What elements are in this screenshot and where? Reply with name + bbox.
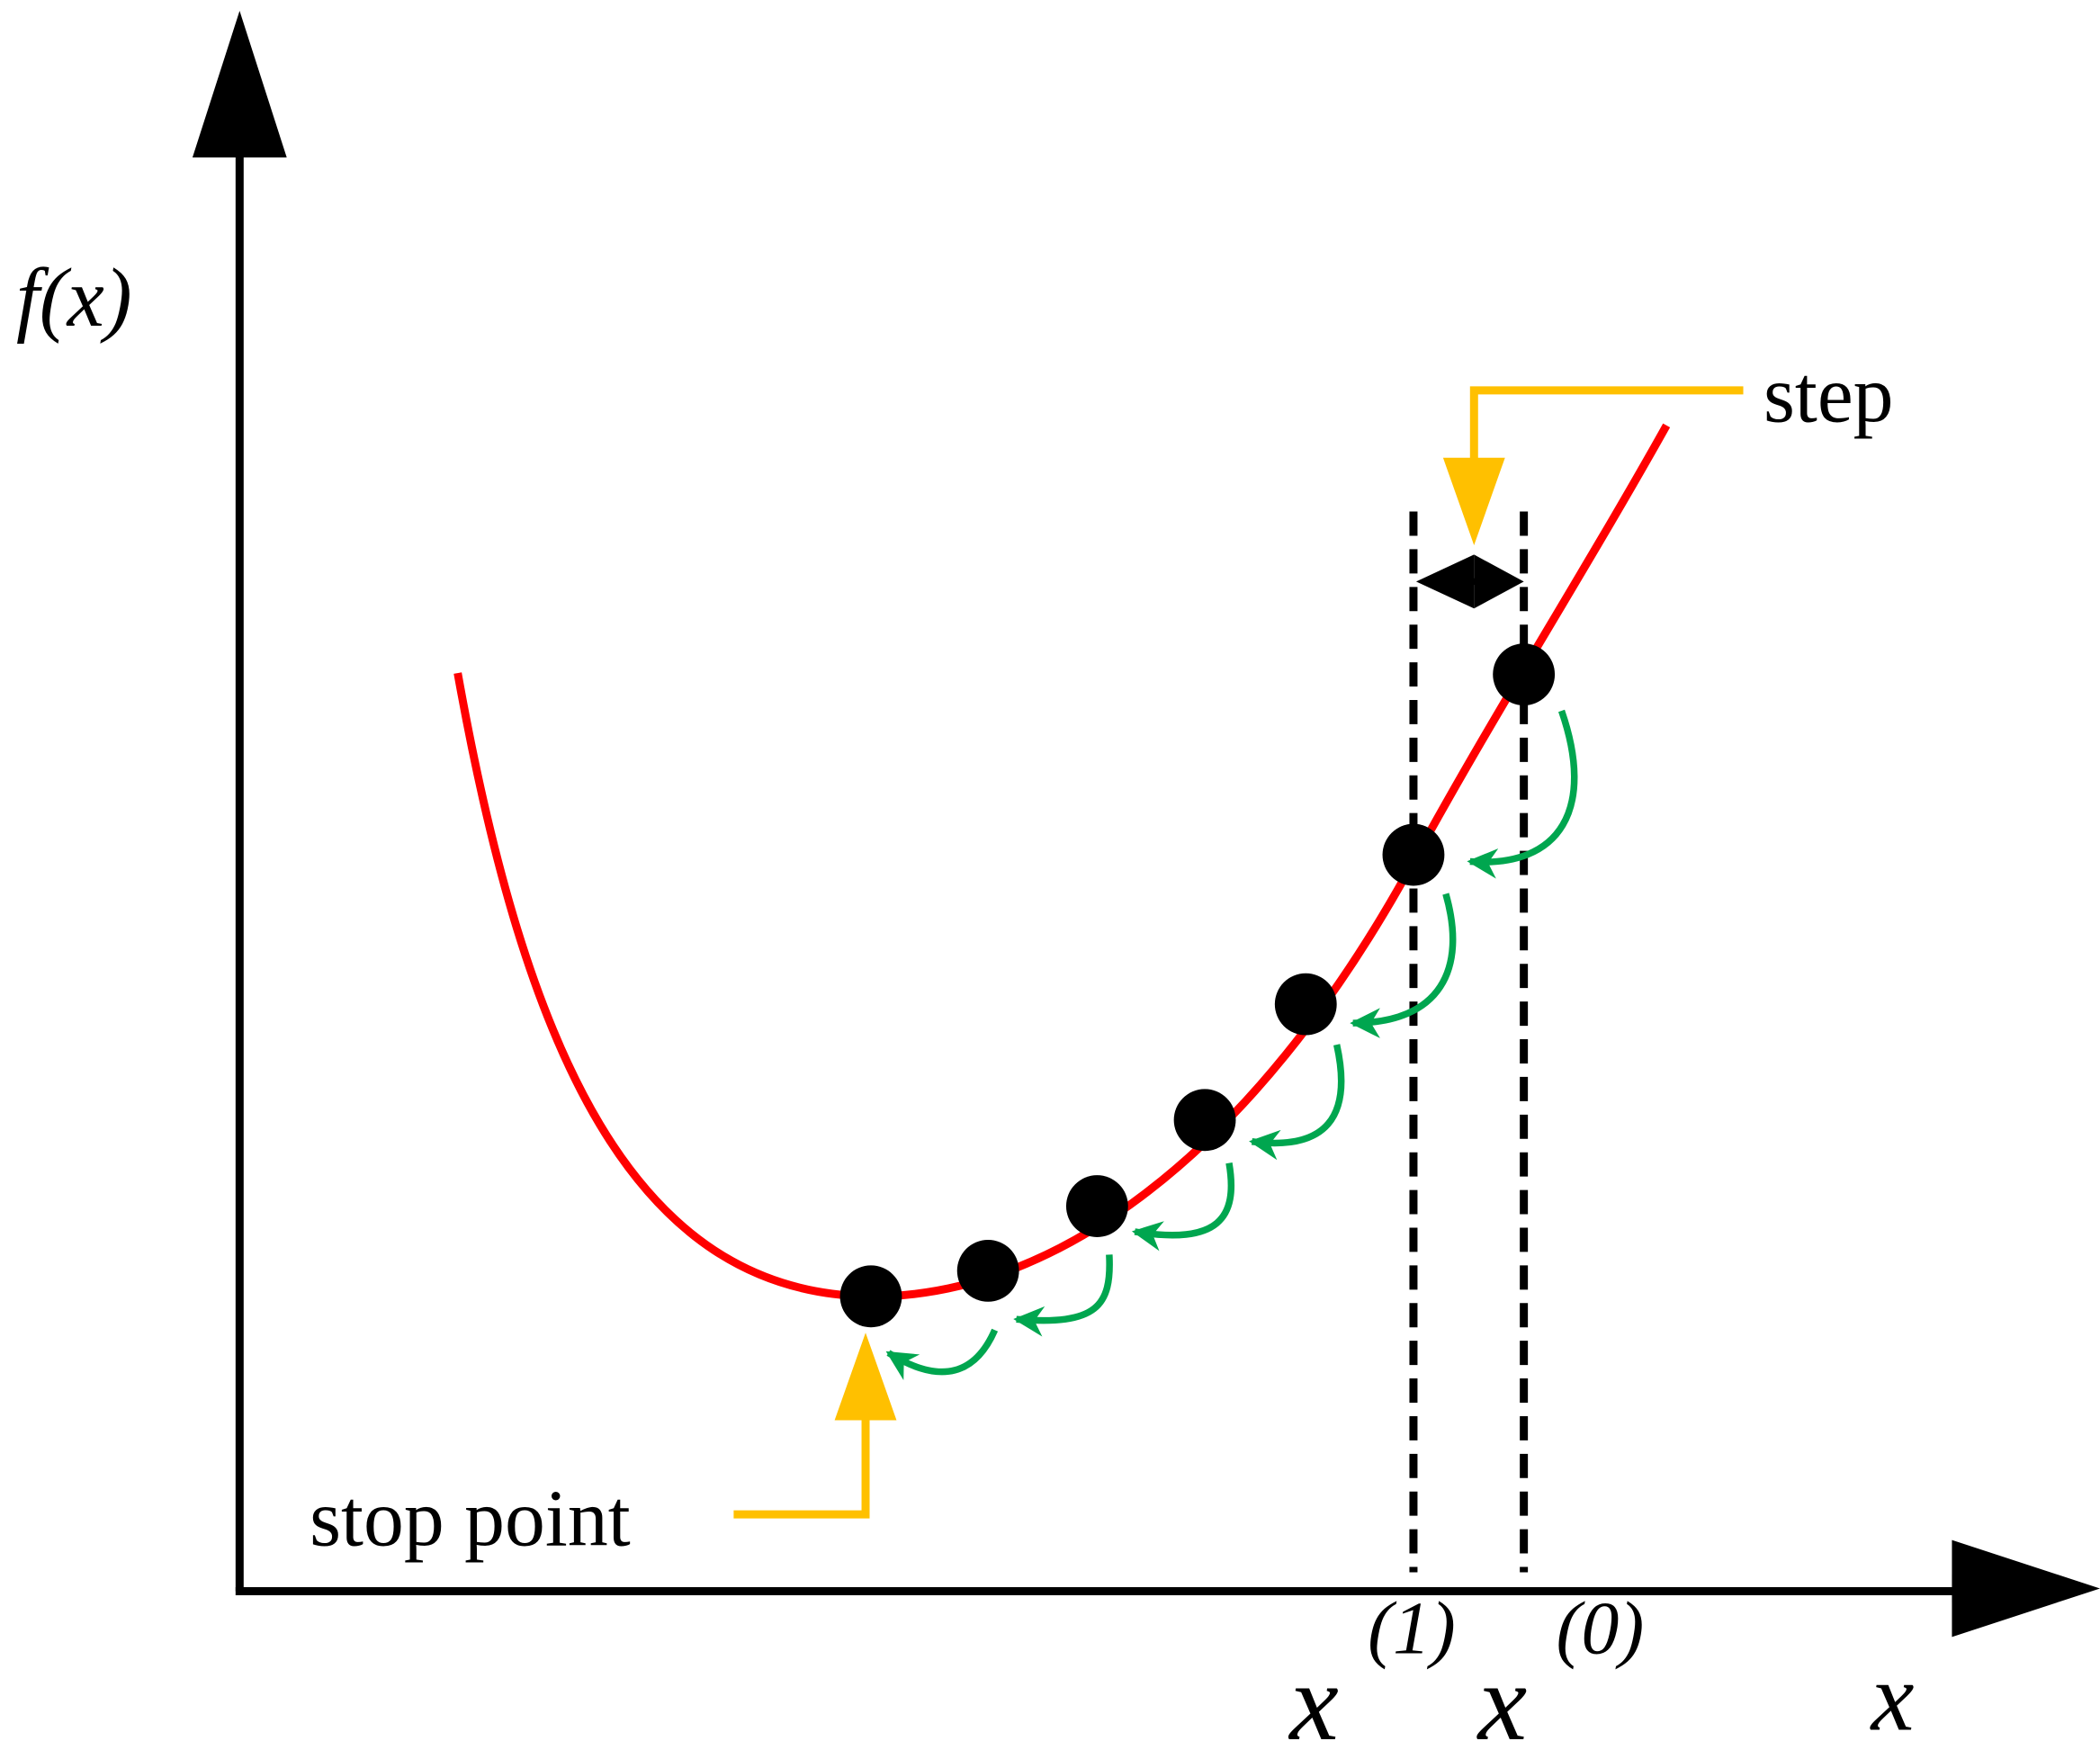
iterate-point bbox=[1493, 643, 1556, 705]
step-callout-arrow bbox=[1442, 457, 1505, 545]
y-axis-label: f(x) bbox=[16, 252, 132, 345]
iterate-point bbox=[839, 1265, 902, 1328]
step-arrow-head bbox=[1415, 554, 1475, 609]
x-axis-label: x bbox=[1870, 1645, 1915, 1750]
stop-point-label: stop point bbox=[310, 1475, 631, 1564]
iterate-point bbox=[1065, 1175, 1128, 1237]
marker-superscript: (0) bbox=[1557, 1586, 1645, 1670]
descent-arrow bbox=[1467, 709, 1578, 879]
iterate-point bbox=[1274, 973, 1337, 1036]
marker-superscript: (1) bbox=[1368, 1586, 1456, 1670]
y-axis-arrow bbox=[192, 10, 287, 158]
stop-callout bbox=[733, 1413, 870, 1519]
descent-arrow bbox=[1249, 1044, 1345, 1161]
descent-arrows bbox=[885, 709, 1578, 1380]
descent-arrow bbox=[1350, 893, 1457, 1038]
step-arrow-head bbox=[1474, 554, 1524, 609]
step-label: step bbox=[1763, 350, 1894, 439]
descent-arrow bbox=[1013, 1254, 1113, 1337]
marker-base: x bbox=[1476, 1641, 1527, 1750]
iterate-point bbox=[1173, 1089, 1236, 1152]
step-callout bbox=[1469, 386, 1744, 465]
x-axis-arrow bbox=[1952, 1539, 2100, 1638]
iterate-point bbox=[956, 1239, 1019, 1302]
marker-base: x bbox=[1288, 1641, 1338, 1750]
iterates bbox=[839, 643, 1556, 1328]
descent-arrow bbox=[1131, 1162, 1235, 1252]
iterate-point bbox=[1382, 823, 1445, 886]
descent-arrow bbox=[885, 1328, 999, 1380]
stop-callout-arrow bbox=[834, 1333, 897, 1421]
